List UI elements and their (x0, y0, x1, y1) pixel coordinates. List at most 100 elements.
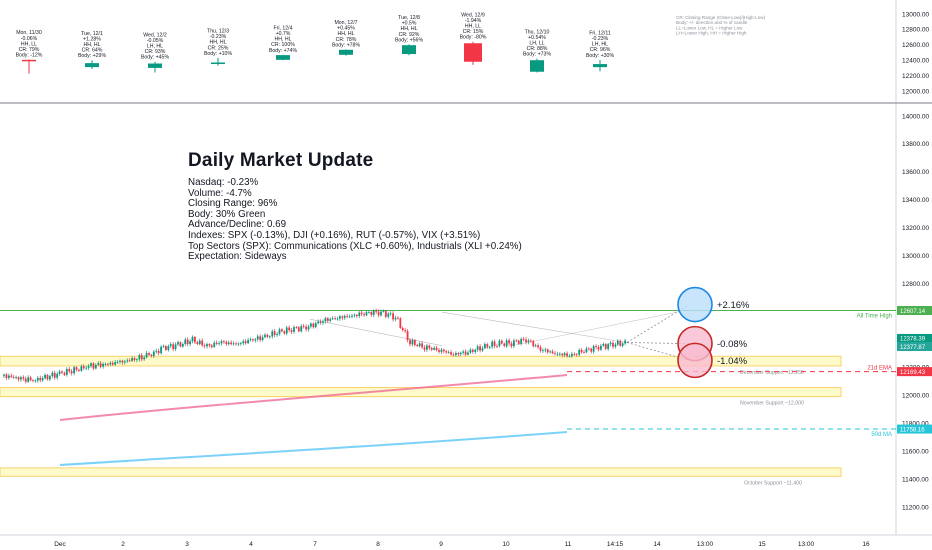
x-tick-label: Dec (54, 541, 66, 548)
intraday-candle-body (244, 341, 247, 344)
intraday-candle-body (467, 352, 469, 355)
intraday-candle-body (435, 347, 438, 351)
support-zones: December Support ~12,250 November Support… (0, 355, 842, 486)
intraday-candle-body (546, 349, 549, 353)
intraday-candle-body (138, 355, 141, 360)
x-tick-label: 16 (862, 541, 870, 548)
intraday-candle-body (430, 348, 433, 350)
intraday-candle-body (616, 340, 619, 345)
intraday-candle-body (384, 311, 387, 317)
daily-candle-label: +0.54% (528, 35, 546, 41)
intraday-candle-body (389, 313, 392, 315)
intraday-candle-body (346, 316, 349, 317)
intraday-candle-body (334, 318, 336, 320)
intraday-candle-body (457, 353, 460, 355)
daily-candle-label: Tue, 12/1 (81, 31, 103, 37)
intraday-candle-body (445, 351, 448, 353)
intraday-candle-body (370, 312, 373, 315)
intraday-candle-body (329, 319, 332, 321)
intraday-candle-body (568, 356, 571, 357)
update-closing-range: Closing Range: 96% (188, 198, 278, 210)
intraday-candle-body (201, 340, 204, 346)
daily-candle-label: +0.45% (337, 26, 355, 32)
intraday-candle-body (196, 342, 199, 345)
intraday-main-panel: December Support ~12,250 November Support… (0, 286, 896, 486)
intraday-candles (3, 308, 626, 384)
intraday-candle-body (218, 343, 220, 345)
support-zone (0, 355, 842, 367)
daily-candle-label: Fri, 12/11 (589, 30, 611, 36)
daily-candle-label: Thu, 12/3 (207, 28, 229, 34)
intraday-candle-body (123, 361, 126, 363)
intraday-candle-body (111, 362, 114, 365)
daily-candle-body (22, 59, 36, 62)
daily-candle-body (530, 60, 544, 72)
intraday-candle-body (82, 366, 85, 369)
ema-label: 21d EMA (867, 366, 892, 372)
intraday-candle-body (464, 351, 467, 355)
target-percent-label: -0.08% (717, 339, 748, 350)
intraday-candle-body (174, 344, 177, 350)
intraday-candle-body (476, 346, 479, 350)
top-y-tick-label: 12200.00 (902, 73, 929, 80)
intraday-candle-body (288, 327, 291, 331)
intraday-candle-body (104, 363, 107, 365)
daily-candle-body (593, 64, 607, 68)
intraday-candle-body (554, 353, 556, 355)
intraday-candle-body (32, 380, 34, 381)
daily-candle-label: HH, HL (400, 26, 417, 32)
intraday-candle-body (169, 344, 172, 347)
intraday-candle-body (22, 377, 25, 379)
intraday-candle-body (486, 344, 489, 348)
update-title: Daily Market Update (188, 150, 374, 171)
intraday-candle-body (532, 340, 535, 347)
intraday-candle-body (75, 367, 78, 370)
daily-candle-label: CR: 93% (145, 49, 166, 55)
daily-candle-label: HH, LL (465, 24, 481, 30)
intraday-candle-body (227, 342, 230, 345)
intraday-candle-body (372, 310, 375, 315)
intraday-candle-body (604, 344, 607, 349)
intraday-candle-body (571, 353, 573, 357)
intraday-candle-body (239, 343, 242, 345)
intraday-candle-body (184, 339, 187, 345)
intraday-candle-body (87, 365, 90, 368)
intraday-candle-body (573, 353, 576, 355)
intraday-candle-body (278, 329, 281, 335)
daily-candle-label: Body: +56% (395, 37, 424, 43)
intraday-candle-body (80, 366, 83, 371)
daily-candle-label: Body: +78% (332, 42, 361, 48)
intraday-candle-body (607, 344, 610, 349)
x-tick-label: 9 (439, 541, 443, 548)
daily-candle-label: CR: 25% (208, 45, 229, 51)
daily-candle-label: HH, HL (209, 40, 226, 46)
legend-line: LL=Lower Low, HL = Higher Low (676, 25, 743, 30)
intraday-candle-body (133, 358, 136, 361)
intraday-candle-body (242, 341, 245, 344)
daily-candle-label: CR: 15% (463, 29, 484, 35)
update-expectation: Expectation: Sideways (188, 251, 287, 263)
intraday-candle-body (351, 315, 353, 317)
intraday-candle-body (583, 352, 585, 353)
main-y-tick-label: 11800.00 (902, 421, 929, 428)
update-body: Body: 30% Green (188, 208, 266, 220)
intraday-candle-body (97, 363, 100, 365)
main-y-tick-label: 13800.00 (902, 141, 929, 148)
daily-candle-body (339, 49, 353, 55)
daily-candle-label: -0.23% (592, 36, 609, 42)
intraday-candle-body (232, 343, 235, 345)
price-badge (897, 367, 932, 377)
intraday-candle-body (479, 346, 481, 351)
intraday-candle-body (382, 311, 385, 312)
chart-grid (0, 0, 932, 536)
intraday-candle-body (343, 316, 346, 318)
intraday-candle-body (433, 347, 436, 350)
daily-candle-label: LH, HL (592, 42, 608, 48)
daily-candle-label: -1.94% (465, 18, 482, 24)
main-y-tick-label: 12000.00 (902, 393, 929, 400)
intraday-candle-body (186, 339, 189, 345)
top-y-tick-label: 13000.00 (902, 11, 929, 18)
intraday-candle-body (136, 359, 138, 361)
